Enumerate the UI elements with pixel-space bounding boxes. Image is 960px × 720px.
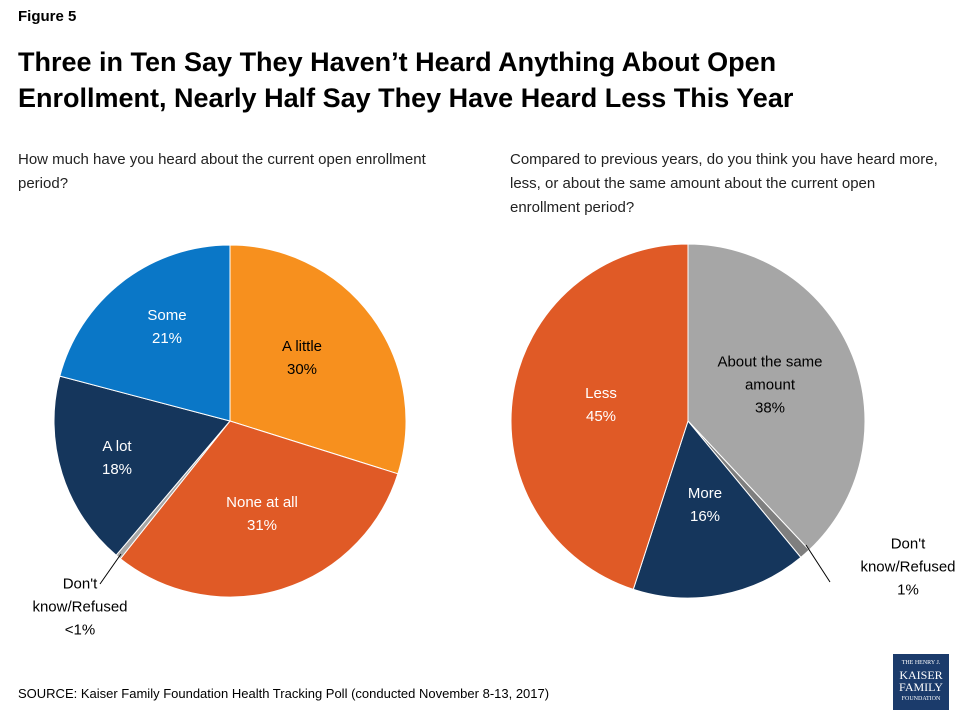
slice-name: A little — [281, 338, 323, 355]
slice-label: More 16% — [665, 482, 745, 528]
leader-line — [99, 553, 122, 585]
logo: THE HENRY J. KAISER FAMILY FOUNDATION — [893, 654, 949, 710]
pie-slice — [510, 243, 689, 590]
slice-label: A little 30% — [257, 335, 347, 381]
slice-name: Less — [585, 385, 617, 402]
leader-line — [805, 544, 831, 583]
slice-value: 21% — [151, 330, 183, 347]
slice-value: 30% — [286, 361, 318, 378]
slice-name: Don't know/Refused — [32, 575, 128, 616]
pie-slice — [53, 375, 231, 556]
pie-question: Compared to previous years, do you think… — [510, 151, 938, 216]
figure-label: Figure 5 — [18, 8, 77, 25]
slice-value: 16% — [689, 508, 721, 525]
slice-value: <1% — [64, 621, 96, 639]
slice-value: 1% — [897, 581, 919, 599]
slice-value: 38% — [754, 399, 786, 417]
pie-question: How much have you heard about the curren… — [18, 151, 426, 192]
logo-text: FOUNDATION — [901, 696, 941, 702]
slice-value: 31% — [246, 517, 278, 534]
slice-value: 18% — [101, 461, 133, 478]
slice-label: None at all 31% — [207, 491, 317, 537]
slice-label: Less 45% — [561, 382, 641, 428]
slice-label: Some 21% — [127, 304, 207, 350]
pie-slice — [59, 244, 231, 422]
logo-text: THE HENRY J. — [901, 660, 941, 666]
slice-name: Don't know/Refused — [860, 535, 956, 576]
logo-text: KAISER — [899, 668, 943, 682]
slice-name: More — [687, 485, 723, 502]
slice-name: A lot — [102, 438, 132, 455]
slice-label: Don't know/Refused 1% — [853, 533, 960, 602]
slice-name: About the same amount — [717, 353, 823, 394]
slice-name: None at all — [226, 494, 298, 511]
slice-value: 45% — [585, 408, 617, 425]
logo-text: FAMILY — [899, 680, 943, 694]
slice-name: Some — [147, 307, 187, 324]
source: SOURCE: Kaiser Family Foundation Health … — [18, 686, 550, 701]
pie-slice — [687, 243, 866, 551]
slice-label: About the same amount 38% — [715, 351, 825, 420]
slice-label: Don't know/Refused <1% — [20, 573, 140, 642]
pie-slice — [229, 244, 407, 475]
title: Three in Ten Say They Haven’t Heard Anyt… — [18, 47, 794, 113]
pie-slice — [119, 420, 399, 598]
slice-label: A lot 18% — [77, 435, 157, 481]
pie-slice — [632, 419, 802, 599]
